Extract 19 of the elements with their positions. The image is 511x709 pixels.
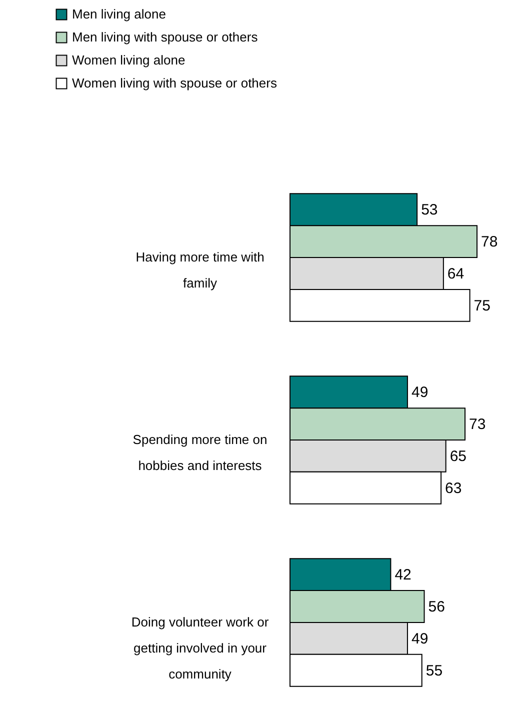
y-tick-label: Spending more time on hobbies and interests [132,432,268,473]
data-label: 53 [421,202,438,219]
data-label: 55 [426,662,443,680]
data-label: 49 [411,384,428,402]
data-label: 78 [481,234,498,251]
data-label: 65 [450,448,467,465]
legend-label: Women living alone [72,52,186,68]
data-label: 49 [411,630,428,648]
data-label: 56 [428,598,445,616]
legend-label: Men living alone [72,6,166,22]
y-tick-label: Doing volunteer work or getting involved in your community [131,614,270,682]
legend-label: Women living with spouse or others [72,76,278,90]
data-label: 42 [394,566,412,584]
data-label: 63 [445,480,462,497]
data-label: 75 [474,297,490,314]
data-label: 64 [447,265,464,282]
legend-label: Men living with spouse or others [72,30,258,44]
y-tick-label: Having more time with family [136,250,264,291]
data-label: 73 [469,416,486,434]
